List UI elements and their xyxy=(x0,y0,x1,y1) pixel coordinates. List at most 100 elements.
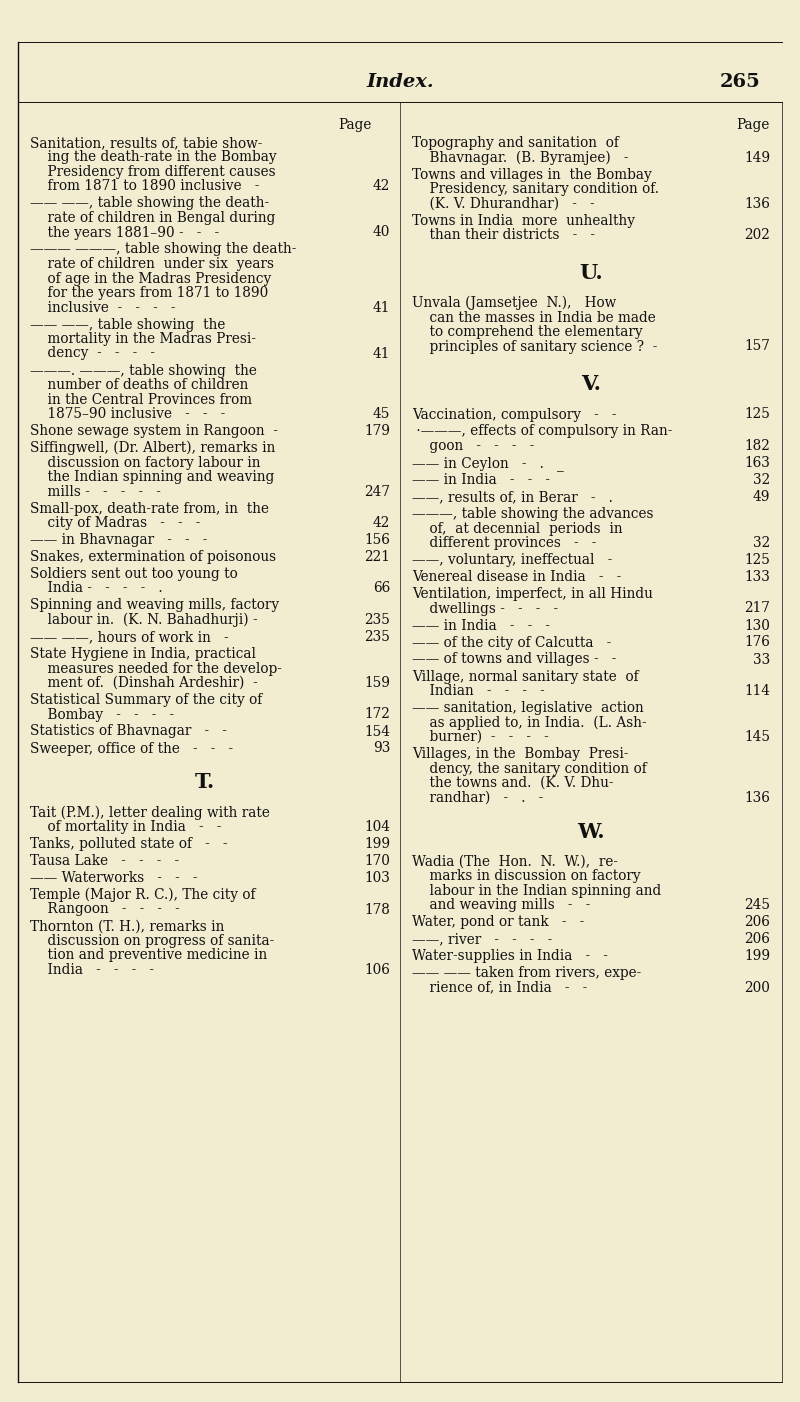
Text: 182: 182 xyxy=(744,439,770,453)
Text: from 1871 to 1890 inclusive   -: from 1871 to 1890 inclusive - xyxy=(30,179,259,193)
Text: 170: 170 xyxy=(364,854,390,868)
Text: 49: 49 xyxy=(753,491,770,503)
Text: ———. ———, table showing  the: ———. ———, table showing the xyxy=(30,363,257,377)
Text: 172: 172 xyxy=(364,708,390,722)
Text: U.: U. xyxy=(579,264,603,283)
Text: 176: 176 xyxy=(744,635,770,649)
Text: Village, normal sanitary state  of: Village, normal sanitary state of xyxy=(412,670,638,684)
Text: and weaving mills   -   -: and weaving mills - - xyxy=(412,899,590,911)
Text: than their districts   -   -: than their districts - - xyxy=(412,229,595,243)
Text: T.: T. xyxy=(195,773,215,792)
Text: 157: 157 xyxy=(744,339,770,353)
Text: city of Madras   -   -   -: city of Madras - - - xyxy=(30,516,200,530)
Text: randhar)   -   .   -: randhar) - . - xyxy=(412,791,543,805)
Text: —— in India   -   -   -: —— in India - - - xyxy=(412,618,550,632)
Text: —— ——, table showing  the: —— ——, table showing the xyxy=(30,317,226,331)
Text: Bombay   -   -   -   -: Bombay - - - - xyxy=(30,708,174,722)
Text: 45: 45 xyxy=(373,407,390,421)
Text: 93: 93 xyxy=(373,742,390,756)
Text: Presidency from different causes: Presidency from different causes xyxy=(30,165,276,179)
Text: 235: 235 xyxy=(364,613,390,627)
Text: Page: Page xyxy=(338,118,372,132)
Text: Water-supplies in India   -   -: Water-supplies in India - - xyxy=(412,949,608,963)
Text: —— —— taken from rivers, expe-: —— —— taken from rivers, expe- xyxy=(412,966,642,980)
Text: 199: 199 xyxy=(364,837,390,851)
Text: labour in the Indian spinning and: labour in the Indian spinning and xyxy=(412,883,662,897)
Text: India -   -   -   -   .: India - - - - . xyxy=(30,582,162,596)
Text: (K. V. Dhurandhar)   -   -: (K. V. Dhurandhar) - - xyxy=(412,196,594,210)
Text: 154: 154 xyxy=(364,725,390,739)
Text: the Indian spinning and weaving: the Indian spinning and weaving xyxy=(30,470,274,484)
Text: Siffingwell, (Dr. Albert), remarks in: Siffingwell, (Dr. Albert), remarks in xyxy=(30,442,275,456)
Text: Topography and sanitation  of: Topography and sanitation of xyxy=(412,136,619,150)
Text: 245: 245 xyxy=(744,899,770,911)
Text: Venereal disease in India   -   -: Venereal disease in India - - xyxy=(412,571,622,585)
Text: discussion on factory labour in: discussion on factory labour in xyxy=(30,456,261,470)
Text: marks in discussion on factory: marks in discussion on factory xyxy=(412,869,641,883)
Text: —— sanitation, legislative  action: —— sanitation, legislative action xyxy=(412,701,644,715)
Text: in the Central Provinces from: in the Central Provinces from xyxy=(30,393,252,407)
Text: Snakes, extermination of poisonous: Snakes, extermination of poisonous xyxy=(30,550,276,564)
Text: 103: 103 xyxy=(364,871,390,885)
Text: 42: 42 xyxy=(373,516,390,530)
Text: mortality in the Madras Presi-: mortality in the Madras Presi- xyxy=(30,332,256,346)
Text: —— of the city of Calcutta   -: —— of the city of Calcutta - xyxy=(412,635,611,649)
Text: Temple (Major R. C.), The city of: Temple (Major R. C.), The city of xyxy=(30,887,255,903)
Text: Thornton (T. H.), remarks in: Thornton (T. H.), remarks in xyxy=(30,920,224,934)
Text: ing the death-rate in the Bombay: ing the death-rate in the Bombay xyxy=(30,150,277,164)
Text: Ventilation, imperfect, in all Hindu: Ventilation, imperfect, in all Hindu xyxy=(412,587,653,601)
Text: dency  -   -   -   -: dency - - - - xyxy=(30,346,155,360)
Text: —— in India   -   -   -: —— in India - - - xyxy=(412,472,550,486)
Text: for the years from 1871 to 1890: for the years from 1871 to 1890 xyxy=(30,286,268,300)
Text: 178: 178 xyxy=(364,903,390,917)
Text: —— of towns and villages -   -: —— of towns and villages - - xyxy=(412,652,616,666)
Text: 200: 200 xyxy=(744,980,770,994)
Text: 104: 104 xyxy=(364,820,390,834)
Text: Villages, in the  Bombay  Presi-: Villages, in the Bombay Presi- xyxy=(412,747,629,761)
Text: Statistical Summary of the city of: Statistical Summary of the city of xyxy=(30,693,262,707)
Text: —— ——, hours of work in   -: —— ——, hours of work in - xyxy=(30,629,229,644)
Text: principles of sanitary science ?  -: principles of sanitary science ? - xyxy=(412,339,658,353)
Text: 33: 33 xyxy=(753,652,770,666)
Text: 136: 136 xyxy=(744,196,770,210)
Text: rience of, in India   -   -: rience of, in India - - xyxy=(412,980,587,994)
Text: 32: 32 xyxy=(753,536,770,550)
Text: Small-pox, death-rate from, in  the: Small-pox, death-rate from, in the xyxy=(30,502,269,516)
Text: 149: 149 xyxy=(744,150,770,164)
Text: ——, results of, in Berar   -   .: ——, results of, in Berar - . xyxy=(412,491,613,503)
Text: inclusive  -   -   -   -: inclusive - - - - xyxy=(30,300,175,314)
Text: dwellings -   -   -   -: dwellings - - - - xyxy=(412,601,558,615)
Text: 106: 106 xyxy=(364,963,390,977)
Text: Vaccination, compulsory   -   -: Vaccination, compulsory - - xyxy=(412,408,617,422)
Text: Tait (P.M.), letter dealing with rate: Tait (P.M.), letter dealing with rate xyxy=(30,806,270,820)
Text: India   -   -   -   -: India - - - - xyxy=(30,963,154,977)
Text: 206: 206 xyxy=(744,932,770,946)
Text: 125: 125 xyxy=(744,552,770,566)
Text: Rangoon   -   -   -   -: Rangoon - - - - xyxy=(30,903,180,917)
Text: 40: 40 xyxy=(373,226,390,240)
Text: —— Waterworks   -   -   -: —— Waterworks - - - xyxy=(30,871,198,885)
Text: Unvala (Jamsetjee  N.),   How: Unvala (Jamsetjee N.), How xyxy=(412,296,616,310)
Text: ——— ———, table showing the death-: ——— ———, table showing the death- xyxy=(30,243,296,257)
Text: ——, voluntary, ineffectual   -: ——, voluntary, ineffectual - xyxy=(412,552,612,566)
Text: ——, river   -   -   -   -: ——, river - - - - xyxy=(412,932,552,946)
Text: different provinces   -   -: different provinces - - xyxy=(412,536,596,550)
Text: of mortality in India   -   -: of mortality in India - - xyxy=(30,820,222,834)
Text: 32: 32 xyxy=(753,472,770,486)
Text: to comprehend the elementary: to comprehend the elementary xyxy=(412,325,642,339)
Text: 66: 66 xyxy=(373,582,390,596)
Text: 41: 41 xyxy=(373,300,390,314)
Text: measures needed for the develop-: measures needed for the develop- xyxy=(30,662,282,676)
Text: Presidency, sanitary condition of.: Presidency, sanitary condition of. xyxy=(412,182,659,196)
Text: mills -   -   -   -   -: mills - - - - - xyxy=(30,485,161,499)
Text: State Hygiene in India, practical: State Hygiene in India, practical xyxy=(30,646,256,660)
Text: ment of.  (Dinshah Ardeshir)  -: ment of. (Dinshah Ardeshir) - xyxy=(30,676,258,690)
Text: ———, table showing the advances: ———, table showing the advances xyxy=(412,508,654,522)
Text: Tanks, polluted state of   -   -: Tanks, polluted state of - - xyxy=(30,837,227,851)
Text: 156: 156 xyxy=(364,533,390,547)
Text: —— ——, table showing the death-: —— ——, table showing the death- xyxy=(30,196,269,210)
Text: of age in the Madras Presidency: of age in the Madras Presidency xyxy=(30,272,271,286)
Text: 217: 217 xyxy=(744,601,770,615)
Text: goon   -   -   -   -: goon - - - - xyxy=(412,439,534,453)
Text: discussion on progress of sanita-: discussion on progress of sanita- xyxy=(30,934,274,948)
